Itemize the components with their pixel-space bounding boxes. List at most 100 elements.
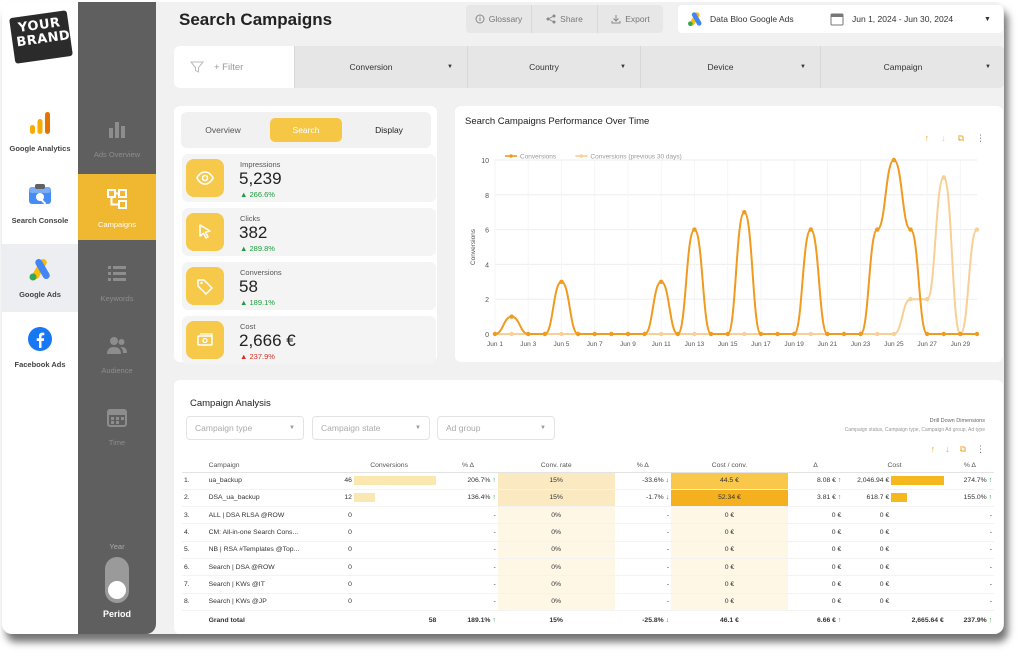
source-google-ads[interactable]: Google Ads xyxy=(2,244,78,312)
cost-per-conv-delta-value: 0 € xyxy=(831,546,842,554)
row-index: 7. xyxy=(182,575,207,594)
cost-bar-wrap: 0 € xyxy=(845,580,944,589)
tab-display[interactable]: Display xyxy=(375,125,403,135)
table-row[interactable]: 5. NB | RSA #Templates @Top... 0- 0% - 0 €0… xyxy=(182,541,994,559)
campaign-name[interactable]: ALL | DSA RLSA @ROW xyxy=(206,506,340,525)
expand-icon[interactable]: ⧉ xyxy=(957,133,964,143)
table-row[interactable]: 1. ua_backup 46 206.7% ↑ 15% -33.6% ↓ 44.5 €8.… xyxy=(182,472,994,490)
total-cost-delta: 237.9% ↑ xyxy=(945,609,994,631)
column-header[interactable]: Campaign xyxy=(206,460,340,473)
export-label: Export xyxy=(625,14,650,24)
source-facebook-ads[interactable]: Facebook Ads xyxy=(2,314,78,382)
source-search-console[interactable]: Search Console xyxy=(2,170,78,238)
campaign-dropdown[interactable]: Campaign ▼ xyxy=(820,46,1004,88)
x-tick-label: Jun 1 xyxy=(487,341,503,348)
campaign-name[interactable]: DSA_ua_backup xyxy=(206,489,340,508)
conv-rate-delta-value: - xyxy=(666,563,669,571)
period-toggle[interactable] xyxy=(105,557,129,603)
add-filter-button[interactable]: + Filter xyxy=(174,46,294,88)
page-title: Search Campaigns xyxy=(179,10,333,29)
nav-item-keywords[interactable]: Keywords xyxy=(78,248,156,314)
sort-up-icon[interactable]: ↑ xyxy=(930,444,936,454)
data-point-conversions xyxy=(559,279,564,284)
tab-search[interactable]: Search xyxy=(270,118,342,142)
campaign-name[interactable]: Search | KWs @JP xyxy=(206,593,340,611)
column-header[interactable]: % Δ xyxy=(945,460,994,473)
campaign-name[interactable]: ua_backup xyxy=(206,472,340,490)
table-row[interactable]: 2. DSA_ua_backup 12 136.4% ↑ 15% -1.7% ↓ 52.34… xyxy=(182,489,994,508)
data-point-conversions xyxy=(908,227,913,232)
cost-value: 0 € xyxy=(879,529,890,537)
data-source-selector[interactable]: Data Bloo Google Ads Jun 1, 2024 - Jun 3… xyxy=(678,5,1003,33)
google-ads-icon xyxy=(29,259,50,281)
more-options-icon[interactable]: ⋮ xyxy=(976,444,985,454)
sort-up-icon[interactable]: ↑ xyxy=(924,133,930,143)
nav-item-audience[interactable]: Audience xyxy=(78,320,156,386)
down-arrow-icon: ↓ xyxy=(665,477,669,485)
cost-delta-value: 274.7% xyxy=(963,477,987,485)
nav-item-campaigns[interactable]: Campaigns xyxy=(78,174,156,240)
table-row[interactable]: 8. Search | KWs @JP 0- 0% - 0 €0 € 0 € - xyxy=(182,593,994,611)
sort-down-icon[interactable]: ↓ xyxy=(941,133,946,143)
table-row[interactable]: 4. CM: All-in-one Search Cons... 0- 0% - 0 … xyxy=(182,523,994,542)
campaign-type-filter[interactable]: Campaign type ▼ xyxy=(186,416,304,440)
cost-per-conv-delta: 0 € xyxy=(787,593,844,611)
chevron-down-icon: ▼ xyxy=(800,64,806,70)
share-button[interactable]: Share xyxy=(532,5,598,33)
column-header[interactable]: Cost / conv. xyxy=(671,460,788,473)
filter-label: Campaign type xyxy=(195,423,253,433)
tab-overview[interactable]: Overview xyxy=(205,125,241,135)
campaign-name[interactable]: Search | KWs @IT xyxy=(206,575,340,594)
campaign-table: Campaign Conversions % Δ Conv. rate % Δ … xyxy=(182,460,994,631)
source-google-analytics[interactable]: Google Analytics xyxy=(2,98,78,166)
chart-toolbar: ↑ ↓ ⧉ ⋮ xyxy=(925,133,985,144)
conversions-delta-value: - xyxy=(493,580,496,588)
device-dropdown[interactable]: Device ▼ xyxy=(640,46,820,88)
cost-bar-track xyxy=(891,563,944,572)
nav-label: Time xyxy=(108,438,126,447)
nav-item-time[interactable]: Time xyxy=(78,392,156,458)
date-range-label[interactable]: Jun 1, 2024 - Jun 30, 2024 xyxy=(852,14,954,24)
data-point-conversions xyxy=(958,331,963,337)
column-header[interactable]: Conv. rate xyxy=(497,460,615,473)
expand-icon[interactable]: ⧉ xyxy=(959,444,966,454)
campaign-name[interactable]: Search | DSA @ROW xyxy=(206,558,340,577)
cost-bar-wrap: 0 € xyxy=(845,563,944,572)
glossary-button[interactable]: Glossary xyxy=(466,5,532,33)
campaign-name[interactable]: NB | RSA #Templates @Top... xyxy=(206,541,340,559)
kpi-clicks: Clicks 382 ▲ 289.8% xyxy=(182,208,436,256)
data-point-conversions xyxy=(941,331,946,337)
info-icon xyxy=(475,14,485,24)
table-row[interactable]: 7. Search | KWs @IT 0- 0% - 0 €0 € 0 € - xyxy=(182,575,994,594)
campaign-state-filter[interactable]: Campaign state ▼ xyxy=(312,416,430,440)
column-header[interactable]: % Δ xyxy=(438,460,498,473)
campaign-name[interactable]: CM: All-in-one Search Cons... xyxy=(206,523,340,542)
column-header[interactable]: Cost xyxy=(843,460,946,473)
sort-down-icon[interactable]: ↓ xyxy=(945,444,950,454)
cost-bar-wrap: 618.7 € xyxy=(845,493,944,503)
cost-delta-value: - xyxy=(989,598,992,606)
export-button[interactable]: Export xyxy=(598,5,663,33)
hierarchy-icon xyxy=(107,189,127,209)
cost-per-conv-cell: 0 € xyxy=(671,541,788,559)
column-header[interactable]: Δ xyxy=(787,460,844,473)
conversion-dropdown[interactable]: Conversion ▼ xyxy=(294,46,467,88)
column-header[interactable]: Conversions xyxy=(339,460,439,473)
conversions-bar-wrap: 0 xyxy=(342,597,436,606)
table-row[interactable]: 3. ALL | DSA RLSA @ROW 0- 0% - 0 €0 € 0 € - xyxy=(182,506,994,525)
cost-cell: 618.7 € xyxy=(843,489,946,508)
cost-per-conv-delta-value: 0 € xyxy=(831,598,842,606)
conversions-cell: 12 xyxy=(339,489,439,508)
conversions-cell: 0 xyxy=(339,575,439,594)
report-nav: Ads Overview Campaigns Keywords xyxy=(78,2,156,634)
nav-item-ads-overview[interactable]: Ads Overview xyxy=(78,104,156,170)
cost-delta-value: - xyxy=(989,529,992,537)
total-conversions-delta: 189.1% ↑ xyxy=(438,609,498,631)
more-options-icon[interactable]: ⋮ xyxy=(976,133,985,143)
column-header[interactable]: % Δ xyxy=(614,460,671,473)
ad-group-filter[interactable]: Ad group ▼ xyxy=(437,416,555,440)
country-dropdown[interactable]: Country ▼ xyxy=(467,46,640,88)
conv-rate-cell: 0% xyxy=(497,575,615,594)
table-row[interactable]: 6. Search | DSA @ROW 0- 0% - 0 €0 € 0 € - xyxy=(182,558,994,577)
legend-swatch-dot xyxy=(509,154,513,158)
